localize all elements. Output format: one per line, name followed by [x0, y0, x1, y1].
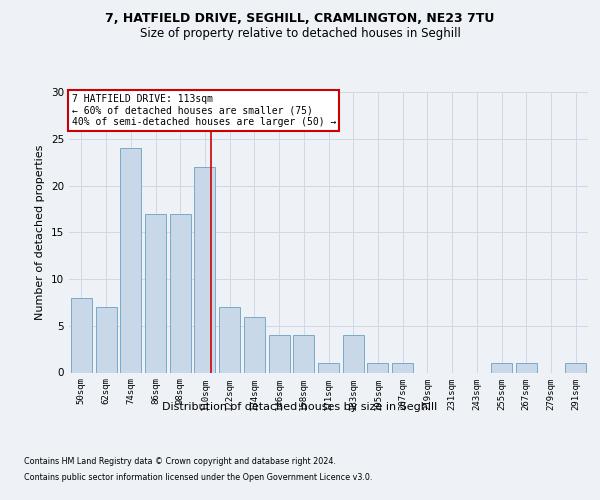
- Bar: [318, 363, 339, 372]
- Bar: [367, 363, 388, 372]
- Bar: [491, 363, 512, 372]
- Bar: [392, 363, 413, 372]
- Bar: [71, 298, 92, 372]
- Text: Distribution of detached houses by size in Seghill: Distribution of detached houses by size …: [163, 402, 437, 412]
- Bar: [244, 316, 265, 372]
- Bar: [269, 335, 290, 372]
- Bar: [565, 363, 586, 372]
- Text: Contains public sector information licensed under the Open Government Licence v3: Contains public sector information licen…: [24, 472, 373, 482]
- Text: 7 HATFIELD DRIVE: 113sqm
← 60% of detached houses are smaller (75)
40% of semi-d: 7 HATFIELD DRIVE: 113sqm ← 60% of detach…: [71, 94, 336, 127]
- Bar: [120, 148, 141, 372]
- Bar: [516, 363, 537, 372]
- Text: Contains HM Land Registry data © Crown copyright and database right 2024.: Contains HM Land Registry data © Crown c…: [24, 458, 336, 466]
- Bar: [170, 214, 191, 372]
- Bar: [219, 307, 240, 372]
- Bar: [145, 214, 166, 372]
- Bar: [194, 167, 215, 372]
- Text: 7, HATFIELD DRIVE, SEGHILL, CRAMLINGTON, NE23 7TU: 7, HATFIELD DRIVE, SEGHILL, CRAMLINGTON,…: [106, 12, 494, 26]
- Bar: [343, 335, 364, 372]
- Bar: [293, 335, 314, 372]
- Y-axis label: Number of detached properties: Number of detached properties: [35, 145, 46, 320]
- Text: Size of property relative to detached houses in Seghill: Size of property relative to detached ho…: [140, 28, 460, 40]
- Bar: [95, 307, 116, 372]
